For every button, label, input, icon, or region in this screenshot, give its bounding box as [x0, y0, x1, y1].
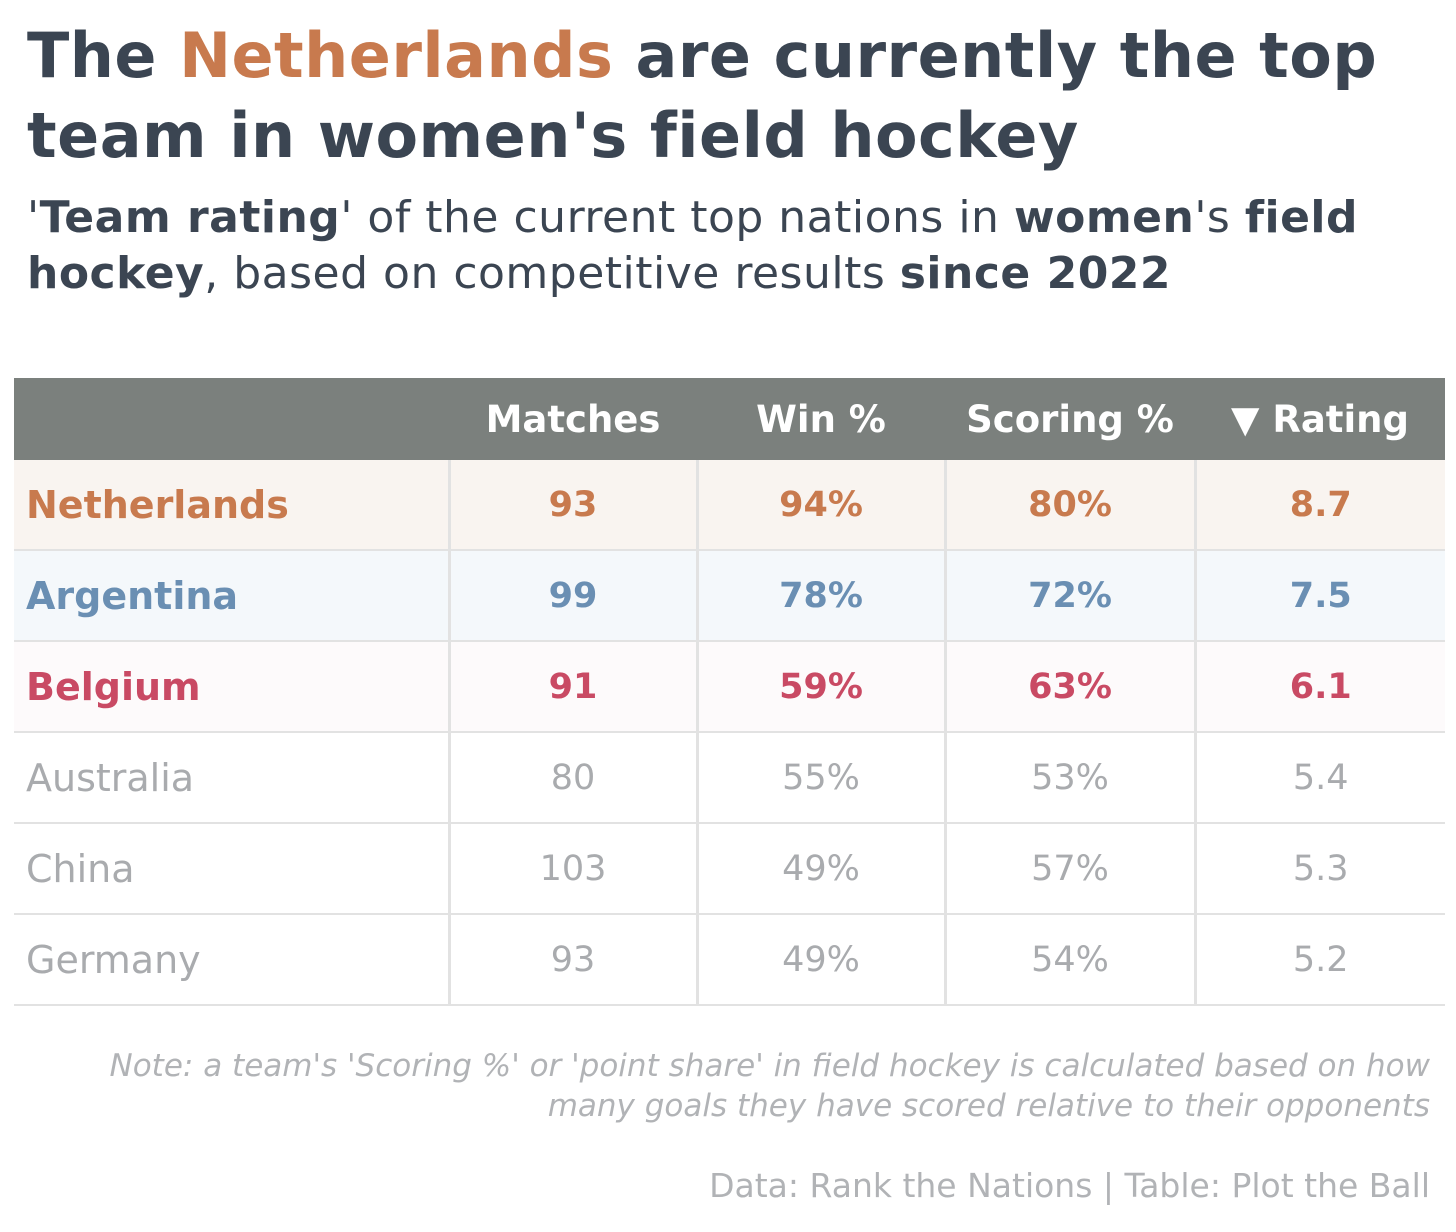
table-row: China 103 49% 57% 5.3 [14, 823, 1445, 915]
cell-matches: 93 [447, 914, 697, 1006]
subtitle-s2: ' of the current top nations in [340, 192, 1014, 243]
subtitle-s4: , based on competitive results [204, 248, 900, 299]
title-part2: are currently the top team in women's fi… [27, 19, 1378, 172]
cell-team: China [14, 823, 449, 915]
cell-team: Argentina [14, 550, 449, 642]
cell-rating: 8.7 [1193, 460, 1445, 551]
subtitle-b3: field hockey [27, 192, 1358, 299]
cell-matches: 99 [447, 550, 697, 642]
cell-rating: 5.3 [1193, 823, 1445, 915]
table-header-row: Matches Win % Scoring % ▼ Rating [14, 378, 1445, 460]
table-row: Germany 93 49% 54% 5.2 [14, 914, 1445, 1006]
cell-scoring: 54% [943, 914, 1195, 1006]
header-scoring: Scoring % [945, 378, 1195, 460]
chart-note: Note: a team's 'Scoring %' or 'point sha… [109, 1048, 1430, 1124]
cell-scoring: 80% [943, 460, 1195, 551]
header-team [14, 378, 449, 460]
subtitle-b4: since 2022 [899, 248, 1172, 299]
cell-team: Netherlands [14, 460, 449, 551]
cell-win: 94% [695, 460, 945, 551]
cell-win: 49% [695, 914, 945, 1006]
cell-rating: 7.5 [1193, 550, 1445, 642]
subtitle-s1: ' [27, 192, 40, 243]
cell-rating: 6.1 [1193, 641, 1445, 733]
cell-team: Germany [14, 914, 449, 1006]
cell-matches: 91 [447, 641, 697, 733]
cell-rating: 5.4 [1193, 732, 1445, 824]
cell-win: 55% [695, 732, 945, 824]
subtitle-b2: women [1013, 192, 1195, 243]
table-body: Netherlands 93 94% 80% 8.7 Argentina 99 78% 72% 7… [14, 460, 1445, 1006]
cell-matches: 93 [447, 460, 697, 551]
cell-scoring: 53% [943, 732, 1195, 824]
table-row: Belgium 91 59% 63% 6.1 [14, 641, 1445, 733]
cell-matches: 103 [447, 823, 697, 915]
cell-scoring: 72% [943, 550, 1195, 642]
title-part1: The [27, 19, 180, 92]
table-row: Argentina 99 78% 72% 7.5 [14, 550, 1445, 642]
header-win: Win % [697, 378, 945, 460]
ratings-table: Matches Win % Scoring % ▼ Rating Netherl… [14, 378, 1445, 1006]
table-row: Netherlands 93 94% 80% 8.7 [14, 460, 1445, 551]
cell-matches: 80 [447, 732, 697, 824]
table-row: Australia 80 55% 53% 5.4 [14, 732, 1445, 824]
cell-team: Belgium [14, 641, 449, 733]
chart-subtitle: 'Team rating' of the current top nations… [27, 190, 1447, 302]
chart-title: The Netherlands are currently the top te… [27, 16, 1437, 176]
title-highlight: Netherlands [179, 19, 614, 92]
header-rating: ▼ Rating [1195, 378, 1445, 460]
cell-scoring: 57% [943, 823, 1195, 915]
cell-win: 59% [695, 641, 945, 733]
subtitle-s3: 's [1194, 192, 1245, 243]
subtitle-b1: Team rating [39, 192, 341, 243]
cell-win: 78% [695, 550, 945, 642]
cell-rating: 5.2 [1193, 914, 1445, 1006]
cell-win: 49% [695, 823, 945, 915]
cell-team: Australia [14, 732, 449, 824]
header-matches: Matches [449, 378, 697, 460]
chart-source: Data: Rank the Nations | Table: Plot the… [709, 1166, 1430, 1205]
cell-scoring: 63% [943, 641, 1195, 733]
